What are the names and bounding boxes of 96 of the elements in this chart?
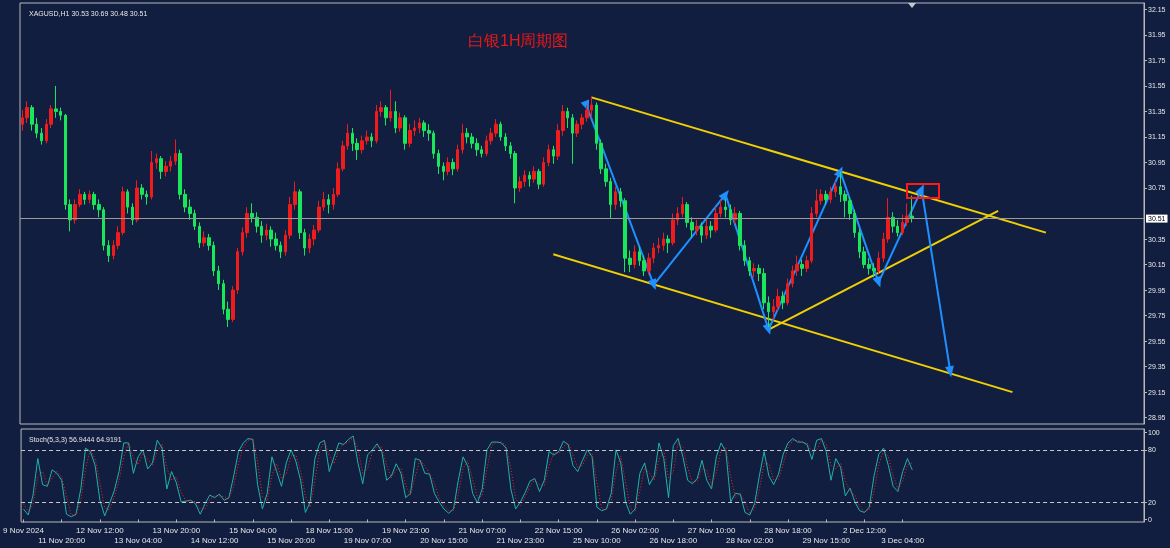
candlestick (398, 112, 402, 133)
x-tick-label: 18 Nov 15:00 (305, 525, 354, 535)
candlestick (547, 144, 550, 167)
candlestick (370, 132, 373, 148)
candlestick (786, 278, 789, 306)
candlestick (891, 211, 895, 234)
candlestick (729, 204, 732, 226)
x-tick-label: 13 Nov 04:00 (114, 535, 163, 545)
point (762, 322, 772, 335)
point (872, 275, 882, 288)
candlestick (528, 170, 531, 188)
candlestick (552, 145, 555, 165)
candlestick (752, 262, 756, 278)
candlestick (174, 139, 177, 166)
candlestick (657, 237, 660, 254)
x-tick-label: 28 Nov 18:00 (764, 525, 813, 535)
x-tick-label: 12 Nov 12:00 (76, 525, 125, 535)
candlestick (829, 186, 832, 204)
x-tick-label: 25 Nov 10:00 (573, 535, 622, 545)
candlestick (532, 165, 536, 184)
candlestick (456, 144, 459, 172)
candlestick (131, 202, 134, 226)
candlestick (748, 256, 751, 277)
x-tick-label: 9 Nov 2024 (3, 525, 45, 535)
candlestick (394, 100, 397, 134)
candlestick (40, 127, 43, 146)
candlestick (681, 196, 684, 218)
candlestick (135, 179, 139, 223)
candlestick (54, 85, 58, 119)
candlestick (614, 186, 617, 211)
candlestick (662, 232, 665, 251)
candlestick (437, 149, 440, 175)
candlestick (461, 123, 464, 155)
text: 白银1H周期图 (468, 31, 569, 49)
candlestick (150, 150, 153, 200)
candlestick (834, 181, 837, 198)
candlestick (709, 220, 713, 239)
x-tick-label: 26 Nov 02:00 (611, 525, 660, 535)
candlestick (198, 221, 201, 249)
candlestick (824, 190, 828, 206)
candlestick (88, 190, 91, 204)
candlestick (571, 113, 574, 165)
x-tick-label: 15 Nov 04:00 (229, 525, 278, 535)
x-tick-label: 28 Nov 02:00 (725, 535, 775, 545)
candlestick (107, 239, 110, 263)
candlestick (418, 117, 421, 134)
x-tick-label: 15 Nov 20:00 (267, 535, 316, 545)
candlestick (389, 89, 392, 123)
candlestick (217, 265, 220, 291)
point (718, 190, 729, 202)
candlestick (442, 161, 445, 181)
candlestick (403, 114, 407, 151)
candlestick (695, 219, 699, 236)
candlestick (126, 188, 129, 214)
x-tick-label: 26 Nov 18:00 (649, 535, 698, 545)
candlestick (384, 104, 388, 126)
candlestick (155, 153, 158, 170)
x-tick-label: 27 Nov 10:00 (687, 525, 736, 535)
x-tick-label: 13 Nov 20:00 (152, 525, 201, 535)
candlestick (504, 132, 507, 152)
candlestick (164, 160, 168, 177)
x-tick-label: 22 Nov 15:00 (534, 525, 583, 535)
point (944, 365, 954, 378)
candlestick (724, 198, 727, 218)
x-tick-label: 3 Dec 04:00 (881, 535, 925, 545)
candlestick (733, 206, 737, 225)
candlestick (700, 221, 703, 244)
x-tick-label: 19 Nov 07:00 (343, 535, 392, 545)
candlestick (566, 107, 569, 129)
candlestick (83, 191, 86, 206)
x-tick-label: 29 Nov 15:00 (802, 535, 851, 545)
candlestick (265, 223, 268, 241)
candlestick (800, 258, 804, 277)
x-tick-label: 14 Nov 12:00 (190, 535, 239, 545)
candlestick (877, 251, 880, 274)
x-tick-label: 21 Nov 23:00 (496, 535, 545, 545)
candlestick (666, 234, 670, 254)
x-tick-label: 2 Dec 12:00 (842, 525, 887, 535)
candlestick (451, 158, 455, 176)
candlestick (910, 195, 914, 223)
candlestick (781, 290, 785, 310)
point (647, 278, 657, 291)
candlestick (446, 156, 450, 176)
candlestick (542, 156, 545, 188)
x-tick-label: 19 Nov 23:00 (381, 525, 431, 535)
candlestick (633, 244, 636, 269)
candlestick (537, 168, 541, 190)
candlestick (159, 155, 163, 180)
x-tick-label: 21 Nov 07:00 (458, 525, 507, 535)
x-tick-label: 20 Nov 15:00 (420, 535, 469, 545)
candlestick (408, 123, 412, 148)
candlestick (705, 219, 708, 240)
candlestick (202, 230, 206, 248)
x-tick-label: 11 Nov 20:00 (38, 535, 86, 545)
candlestick (499, 121, 502, 142)
candlestick (327, 193, 330, 214)
